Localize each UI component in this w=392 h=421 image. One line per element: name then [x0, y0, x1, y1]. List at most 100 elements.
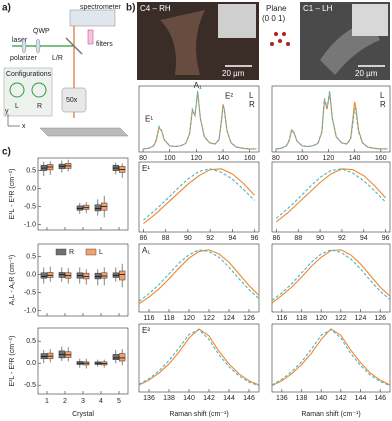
panel-label: a): [2, 3, 11, 14]
x-tick-label: 124: [223, 315, 235, 322]
x-tick-label: 1: [45, 398, 49, 405]
spectrum-line: [276, 168, 387, 219]
objective-label: 50x: [66, 97, 78, 104]
x-tick-label: 136: [276, 395, 288, 402]
x-tick-label: 122: [335, 315, 347, 322]
box: [101, 272, 108, 279]
filters: [87, 29, 94, 45]
x-tick-label: 126: [374, 315, 386, 322]
x-tick-label: 140: [349, 155, 361, 162]
x-tick-label: 142: [335, 395, 347, 402]
x-tick-label: 146: [243, 395, 255, 402]
x-tick-label: 118: [163, 315, 174, 322]
inset-left: [218, 4, 256, 38]
spectrum-line: [138, 249, 260, 302]
x-tick-label: 120: [323, 155, 335, 162]
legend-label: L: [380, 91, 385, 100]
spectrum-line: [275, 92, 388, 150]
plot-frame: [138, 243, 260, 313]
inset-right: [352, 4, 388, 36]
spectrum-line: [142, 90, 257, 150]
peak-label: A₁: [194, 81, 202, 90]
x-tick-label: 100: [164, 155, 176, 162]
x-tick-label: 86: [272, 235, 280, 242]
legend-label: R: [380, 100, 386, 109]
x-tick-label: 94: [228, 235, 236, 242]
axis-y-label: y: [5, 108, 9, 115]
image-left-label: C4 – RH: [140, 4, 171, 13]
lr-label: L/R: [52, 55, 63, 62]
y-tick-label: -1.0: [24, 221, 36, 228]
x-tick-label: 116: [276, 315, 287, 322]
spectrum-line: [275, 90, 388, 150]
y-tick-label: 0.5: [26, 253, 36, 260]
legend-label: R: [249, 100, 255, 109]
y-tick-label: 0.0: [26, 271, 36, 278]
filters-label: filters: [96, 41, 113, 48]
laser-label: laser: [12, 37, 28, 44]
plot-frame: [271, 85, 391, 153]
legend-swatch: [85, 248, 97, 256]
spectrum-line: [271, 328, 391, 387]
x-tick-label: 120: [190, 155, 202, 162]
x-tick-label: 3: [81, 398, 85, 405]
beam-splitter: [65, 37, 83, 55]
x-tick-label: 92: [338, 235, 346, 242]
spectrum-line: [138, 328, 260, 386]
box: [94, 204, 101, 212]
peak-label: E²: [142, 326, 150, 335]
qwp: [35, 38, 41, 54]
crystal-left: [160, 10, 205, 75]
config-l-icon: [9, 82, 25, 98]
molecule-icon: [270, 32, 290, 46]
y-axis-label: E¹L - E¹R (cm⁻¹): [9, 169, 16, 220]
spectrometer-label: spectrometer: [80, 4, 122, 11]
peak-label: E¹: [145, 115, 153, 124]
x-tick-label: 144: [355, 395, 367, 402]
peak-label: A₁: [142, 246, 150, 255]
x-tick-label: 160: [244, 155, 256, 162]
plot-frame: [271, 161, 391, 233]
x-tick-label: 138: [163, 395, 175, 402]
plot-frame: [138, 161, 260, 233]
spectrum-line: [276, 168, 387, 223]
spectrum-line: [143, 168, 255, 221]
x-tick-label: 80: [139, 155, 147, 162]
legend-swatch: [55, 248, 67, 256]
spectrum-line: [271, 249, 391, 304]
x-tick-label: 122: [203, 315, 215, 322]
plane-label: Plane: [266, 4, 287, 13]
box: [119, 270, 126, 281]
x-tick-label: 88: [294, 235, 302, 242]
config-r-icon: [31, 82, 47, 98]
x-tick-label: 96: [251, 235, 259, 242]
y-tick-label: -0.5: [24, 289, 36, 296]
plot-frame: [271, 243, 391, 313]
x-tick-label: 92: [206, 235, 214, 242]
y-tick-label: 0.0: [26, 360, 36, 367]
objective: [61, 87, 87, 113]
y-tick-label: 0.5: [26, 338, 36, 345]
spectrum-line: [142, 92, 257, 150]
x-tick-label: 140: [217, 155, 229, 162]
y-tick-label: -0.5: [24, 203, 36, 210]
spectrum-line: [143, 168, 255, 224]
plot-frame: [138, 323, 260, 393]
x-tick-label: 160: [375, 155, 387, 162]
spectrum-line: [271, 249, 391, 301]
scale-left: 20 µm: [222, 69, 245, 78]
peak-label: E²: [225, 91, 233, 100]
x-tick-label: 142: [203, 395, 215, 402]
x-tick-label: 2: [63, 398, 67, 405]
box: [40, 272, 47, 279]
x-tick-label: 146: [374, 395, 386, 402]
x-tick-label: 90: [316, 235, 324, 242]
scale-right: 20 µm: [355, 69, 378, 78]
legend-label: L: [99, 249, 103, 256]
y-tick-label: -0.5: [24, 382, 36, 389]
x-axis-label: Raman shift (cm⁻¹): [301, 411, 360, 418]
axis-x-label: x: [22, 123, 26, 130]
x-tick-label: 100: [296, 155, 308, 162]
x-tick-label: 96: [382, 235, 390, 242]
